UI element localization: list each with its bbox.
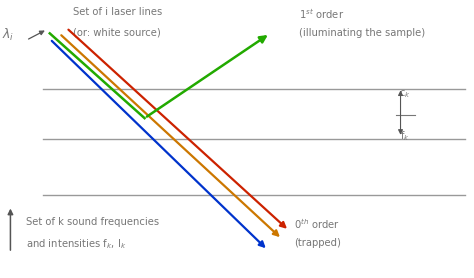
Text: Set of i laser lines: Set of i laser lines [73,7,163,17]
Text: (trapped): (trapped) [294,238,341,248]
Text: Set of k sound frequencies: Set of k sound frequencies [26,217,159,227]
Text: 1$^{st}$ order: 1$^{st}$ order [299,7,344,21]
Text: c$_k$: c$_k$ [400,88,411,100]
Text: and intensities f$_k$, I$_k$: and intensities f$_k$, I$_k$ [26,238,127,252]
Text: 0$^{th}$ order: 0$^{th}$ order [294,217,340,231]
Text: f$_k$: f$_k$ [401,129,410,143]
Text: (or: white source): (or: white source) [73,28,161,38]
Text: (illuminating the sample): (illuminating the sample) [299,28,425,38]
Text: $\lambda_i$: $\lambda_i$ [2,27,15,43]
